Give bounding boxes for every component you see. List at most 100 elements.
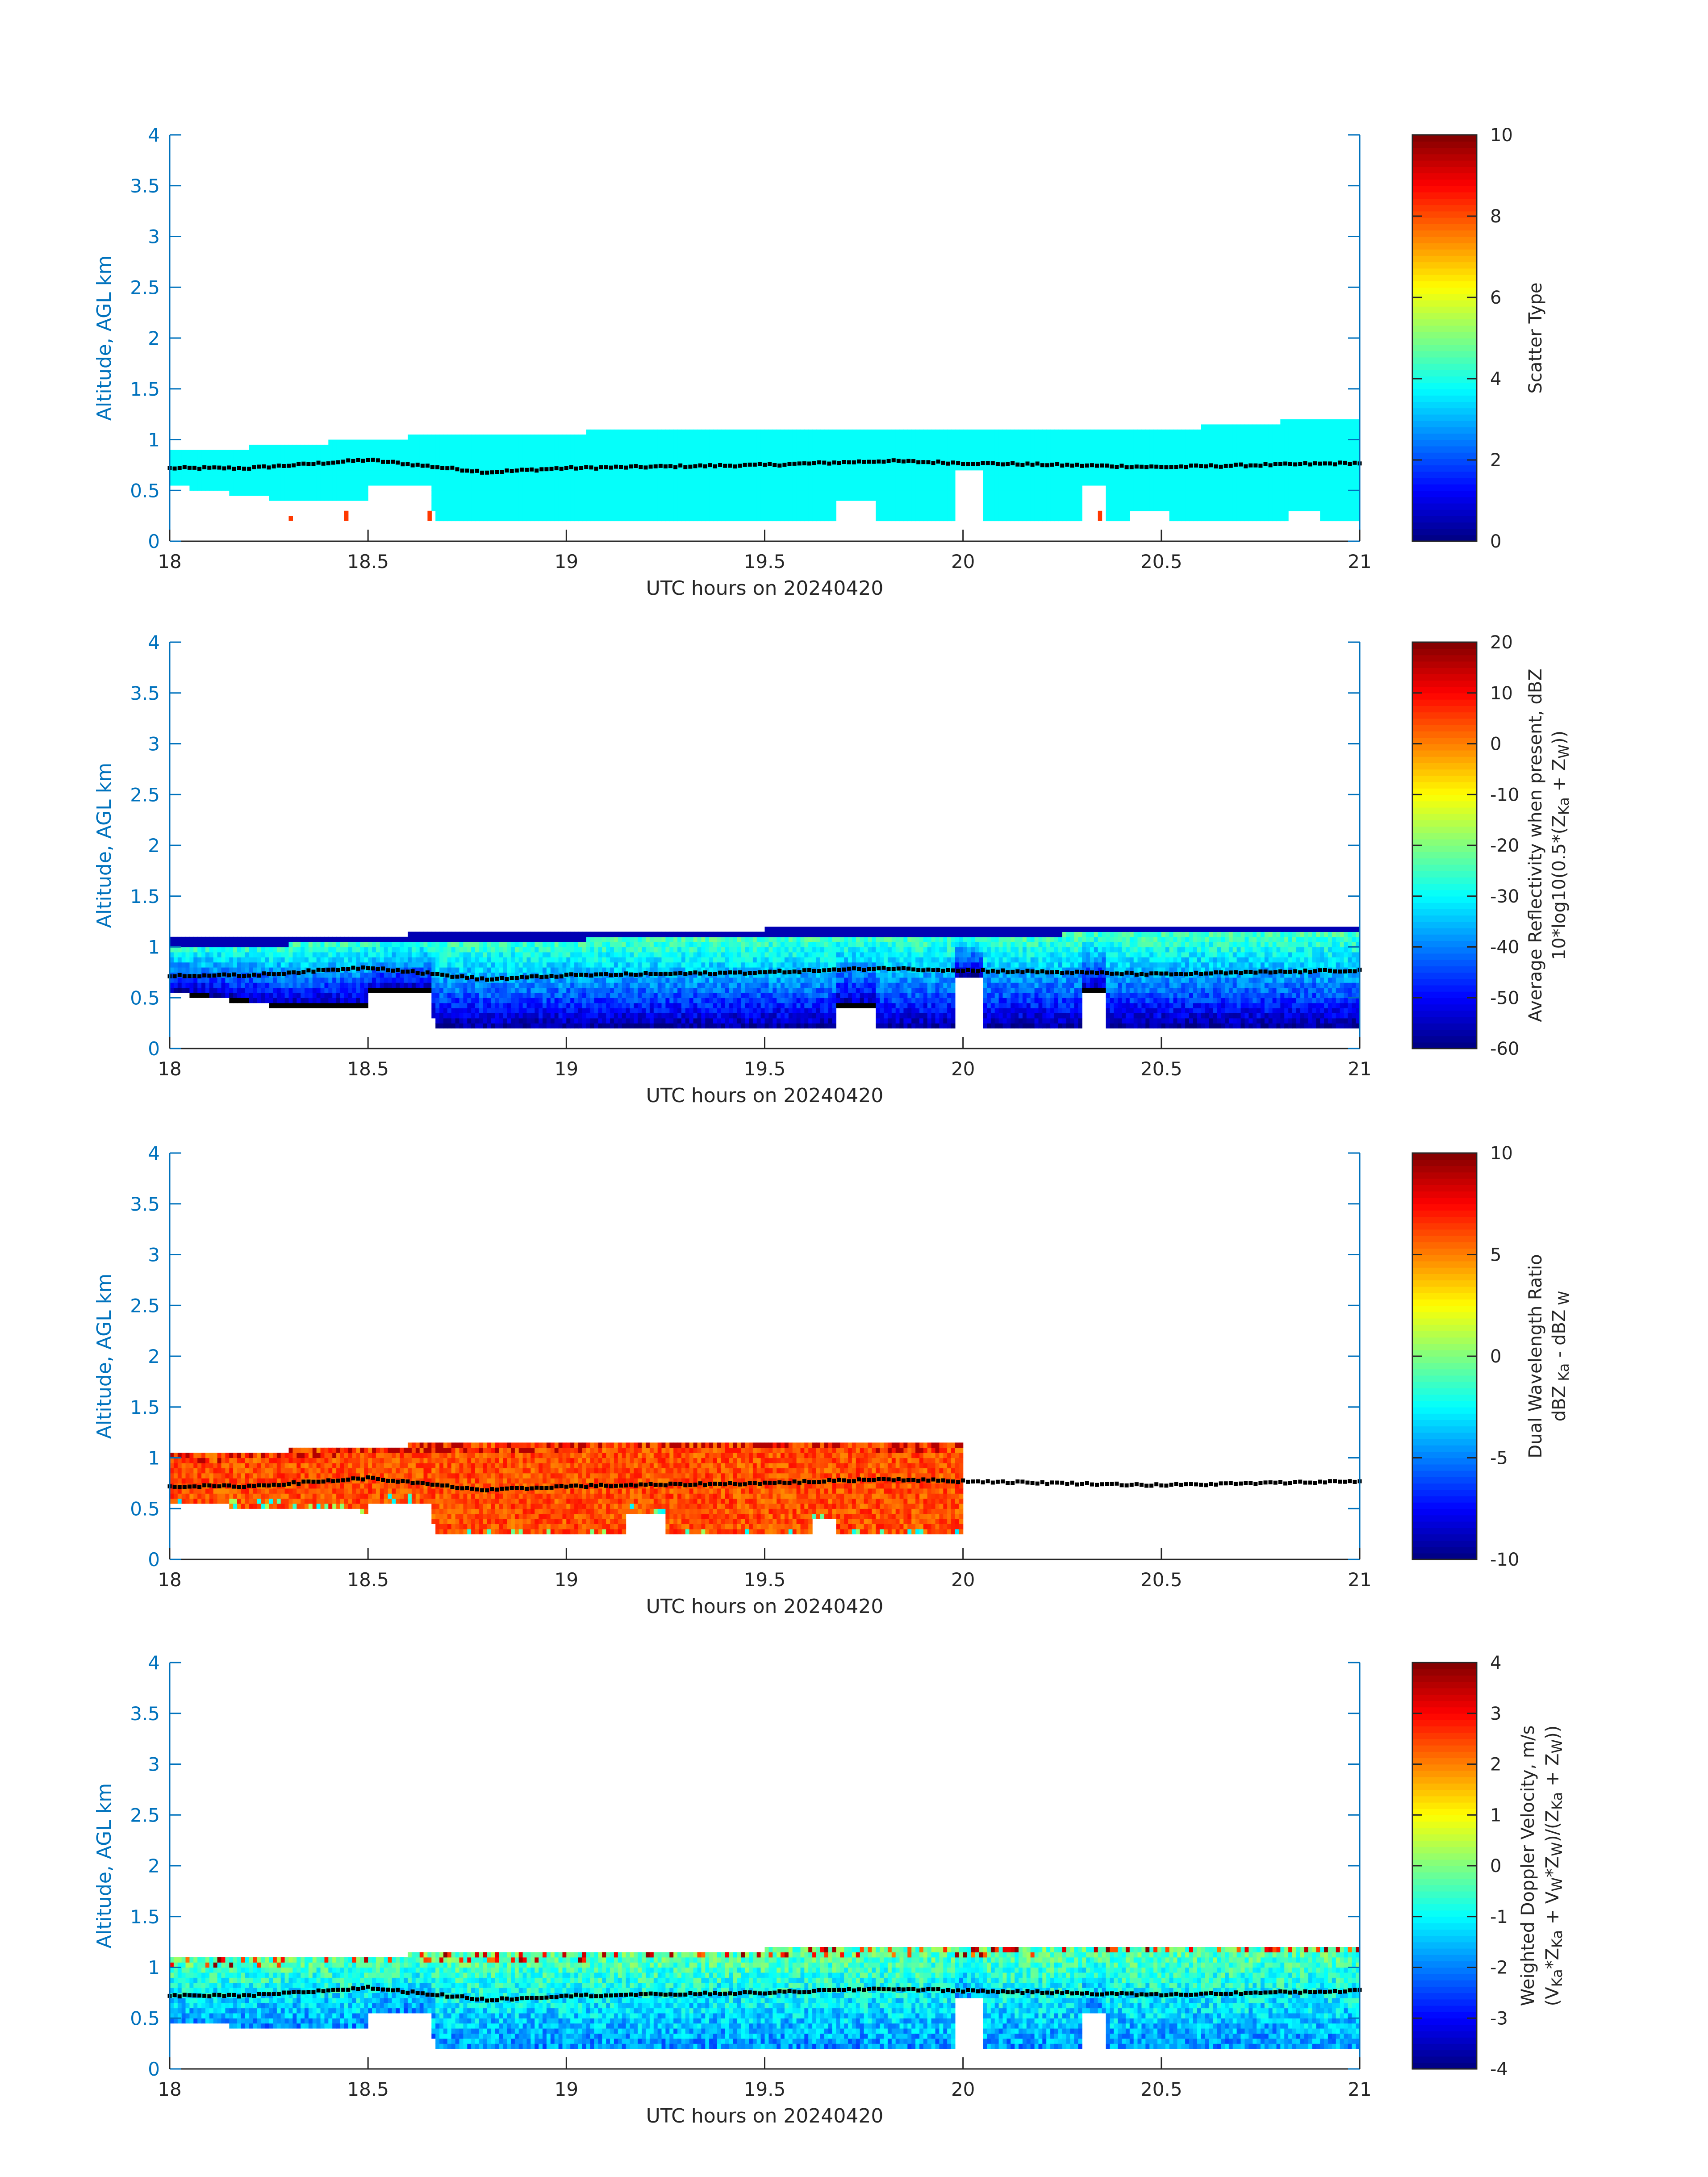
heatmap-cell xyxy=(237,490,242,496)
heatmap-cell xyxy=(1213,455,1217,460)
heatmap-cell xyxy=(483,440,488,445)
colorbar-segment xyxy=(1412,465,1477,472)
heatmap-cell xyxy=(705,506,710,511)
heatmap-cell xyxy=(1265,501,1269,506)
heatmap-cell xyxy=(1173,516,1178,521)
heatmap-cell xyxy=(332,475,337,481)
heatmap-cell xyxy=(757,430,761,435)
heatmap-cell xyxy=(1348,419,1352,425)
heatmap-cell xyxy=(673,435,678,440)
colorbar-segment xyxy=(1412,490,1477,497)
heatmap-cell xyxy=(662,430,666,435)
heatmap-cell xyxy=(1193,450,1198,455)
heatmap-cell xyxy=(1114,516,1118,521)
heatmap-cell xyxy=(1054,481,1059,486)
heatmap-cell xyxy=(610,496,614,501)
heatmap-cell xyxy=(987,455,991,460)
heatmap-cell xyxy=(459,485,464,491)
heatmap-cell xyxy=(340,490,345,496)
heatmap-cell xyxy=(626,481,631,486)
heatmap-cell xyxy=(741,506,745,511)
heatmap-cell xyxy=(797,501,801,506)
heatmap-cell xyxy=(1225,435,1229,440)
heatmap-cell xyxy=(455,460,460,465)
heatmap-cell xyxy=(626,506,631,511)
heatmap-cell xyxy=(1035,481,1039,486)
heatmap-cell xyxy=(927,511,932,516)
heatmap-cell xyxy=(721,470,726,476)
heatmap-cell xyxy=(197,470,202,476)
heatmap-cell xyxy=(1169,450,1174,455)
heatmap-cell xyxy=(1006,470,1011,476)
heatmap-cell xyxy=(705,501,710,506)
heatmap-cell xyxy=(1157,435,1162,440)
heatmap-cell xyxy=(681,430,686,435)
heatmap-cell xyxy=(602,506,606,511)
heatmap-cell xyxy=(630,450,635,455)
heatmap-cell xyxy=(416,450,420,455)
heatmap-cell xyxy=(630,435,635,440)
heatmap-cell xyxy=(424,440,428,445)
heatmap-cell xyxy=(269,455,273,460)
line-dot xyxy=(986,461,990,465)
heatmap-cell xyxy=(511,485,515,491)
heatmap-cell xyxy=(884,511,888,516)
heatmap-cell xyxy=(439,490,444,496)
heatmap-cell xyxy=(463,450,468,455)
line-dot xyxy=(639,465,643,469)
heatmap-cell xyxy=(1161,501,1166,506)
heatmap-cell xyxy=(939,470,944,476)
heatmap-cell xyxy=(773,481,777,486)
heatmap-cell xyxy=(471,435,476,440)
heatmap-cell xyxy=(563,470,567,476)
heatmap-cell xyxy=(757,440,761,445)
heatmap-cell xyxy=(1201,455,1206,460)
heatmap-cell xyxy=(372,440,376,445)
heatmap-cell xyxy=(317,470,321,476)
heatmap-cell xyxy=(801,481,805,486)
heatmap-cell xyxy=(1340,470,1345,476)
heatmap-cell xyxy=(563,496,567,501)
heatmap-cell xyxy=(642,445,646,450)
heatmap-cell xyxy=(614,511,618,516)
y-tick-label: 2 xyxy=(148,327,160,349)
heatmap-cell xyxy=(1019,506,1023,511)
heatmap-cell xyxy=(729,435,734,440)
heatmap-cell xyxy=(475,516,480,521)
heatmap-cell xyxy=(1050,501,1055,506)
heatmap-cell xyxy=(701,455,706,460)
heatmap-cell xyxy=(1074,511,1078,516)
heatmap-cell xyxy=(313,481,317,486)
heatmap-cell xyxy=(943,445,948,450)
heatmap-cell xyxy=(880,501,884,506)
heatmap-cell xyxy=(332,445,337,450)
heatmap-cell xyxy=(900,516,904,521)
heatmap-cell xyxy=(1205,424,1210,430)
heatmap-cell xyxy=(721,511,726,516)
heatmap-cell xyxy=(1300,490,1305,496)
heatmap-cell xyxy=(1344,496,1349,501)
heatmap-cell xyxy=(689,485,694,491)
heatmap-cell xyxy=(392,470,397,476)
heatmap-cell xyxy=(1296,475,1301,481)
heatmap-cell xyxy=(1336,450,1341,455)
heatmap-cell xyxy=(380,470,384,476)
heatmap-cell xyxy=(1261,516,1265,521)
heatmap-cell xyxy=(745,506,749,511)
heatmap-cell xyxy=(372,475,376,481)
heatmap-cell xyxy=(590,506,595,511)
heatmap-cell xyxy=(487,460,492,465)
heatmap-cell xyxy=(630,481,635,486)
line-dot xyxy=(381,460,385,464)
heatmap-cell xyxy=(1320,475,1324,481)
heatmap-cell xyxy=(931,435,936,440)
heatmap-cell xyxy=(947,470,952,476)
heatmap-cell xyxy=(241,460,246,465)
heatmap-cell xyxy=(1181,455,1186,460)
heatmap-cell xyxy=(1352,506,1356,511)
heatmap-cell xyxy=(947,455,952,460)
heatmap-cell xyxy=(880,450,884,455)
heatmap-cell xyxy=(880,465,884,470)
heatmap-cell xyxy=(876,445,880,450)
heatmap-cell xyxy=(693,455,698,460)
